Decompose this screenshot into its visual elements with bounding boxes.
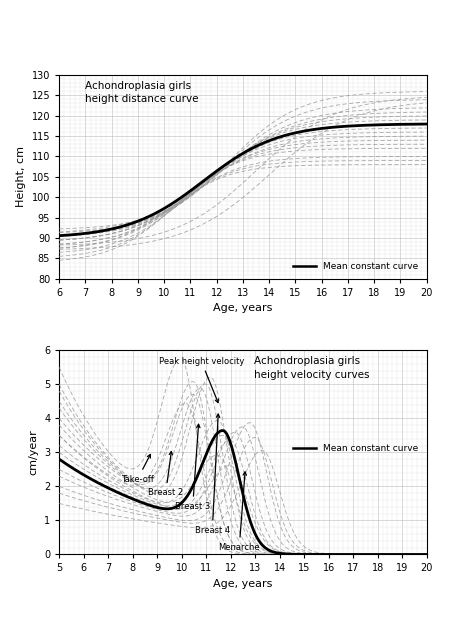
Legend: Mean constant curve: Mean constant curve xyxy=(290,440,422,457)
Text: Breast 2: Breast 2 xyxy=(148,452,183,497)
Text: Achondroplasia girls
height distance curve: Achondroplasia girls height distance cur… xyxy=(85,81,199,104)
X-axis label: Age, years: Age, years xyxy=(213,579,273,589)
Y-axis label: Height, cm: Height, cm xyxy=(16,146,26,207)
X-axis label: Age, years: Age, years xyxy=(213,303,273,313)
Text: Achondroplasia girls
height velocity curves: Achondroplasia girls height velocity cur… xyxy=(254,356,369,379)
Text: Breast 3: Breast 3 xyxy=(175,424,210,511)
Legend: Mean constant curve: Mean constant curve xyxy=(290,258,422,274)
Text: Peak height velocity: Peak height velocity xyxy=(159,356,244,402)
Y-axis label: cm/year: cm/year xyxy=(28,429,38,475)
Text: Breast 4: Breast 4 xyxy=(195,414,230,535)
Text: Menarche: Menarche xyxy=(219,472,260,551)
Text: Take-off: Take-off xyxy=(121,454,154,483)
